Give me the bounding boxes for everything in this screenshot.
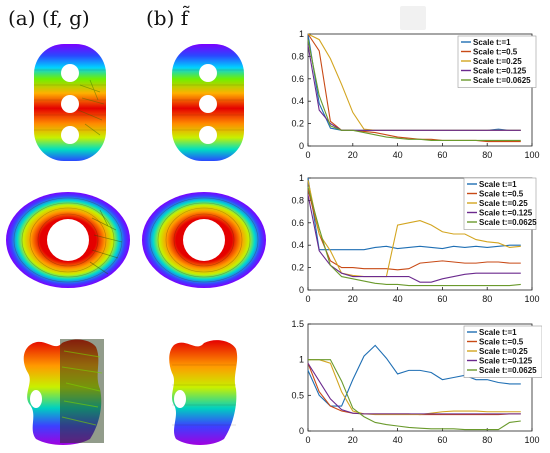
y-tick-label: 0 — [299, 426, 304, 436]
y-tick-label: 0.5 — [291, 390, 304, 400]
legend-entry: Scale t:=0.125 — [479, 357, 533, 366]
legend-entry: Scale t:=0.5 — [473, 48, 518, 57]
legend-entry: Scale t:=0.0625 — [473, 76, 531, 85]
legend-entry: Scale t:=0.25 — [479, 199, 528, 208]
panel-b-label: (b) f̃ — [146, 6, 189, 30]
y-tick-label: 0.2 — [291, 119, 304, 129]
series-line — [307, 39, 521, 141]
y-tick-label: 0.6 — [291, 218, 304, 228]
x-tick-label: 60 — [437, 150, 447, 160]
y-tick-label: 0.4 — [291, 96, 304, 106]
legend-entry: Scale t:=0.5 — [479, 338, 524, 347]
x-tick-label: 0 — [305, 150, 310, 160]
legend-entry: Scale t:=1 — [479, 180, 517, 189]
figure-shape-a — [23, 339, 104, 445]
capsule-shape-b — [172, 44, 244, 161]
x-tick-label: 80 — [482, 294, 492, 304]
series-line — [307, 344, 521, 407]
x-tick-label: 80 — [482, 435, 492, 445]
series-line — [308, 359, 521, 431]
annulus-shape-a — [6, 192, 130, 288]
x-tick-label: 20 — [348, 294, 358, 304]
panel-a-label: (a) (f, g) — [8, 6, 90, 30]
y-tick-label: 0.8 — [291, 195, 304, 205]
y-tick-label: 0.4 — [291, 240, 304, 250]
x-tick-label: 100 — [524, 435, 539, 445]
legend-entry: Scale t:=0.0625 — [479, 366, 537, 375]
capsule-shape-a — [34, 44, 106, 161]
y-tick-label: 0.8 — [291, 51, 304, 61]
legend-box — [457, 35, 537, 88]
y-tick-label: 1 — [299, 29, 304, 39]
legend-entry: Scale t:=0.25 — [479, 347, 528, 356]
x-tick-label: 100 — [524, 150, 539, 160]
legend-box — [463, 177, 537, 230]
legend-box — [463, 325, 542, 378]
legend-entry: Scale t:=0.5 — [479, 190, 524, 199]
series-line — [307, 177, 521, 251]
series-line — [308, 359, 521, 416]
x-tick-label: 20 — [348, 150, 358, 160]
legend-entry: Scale t:=1 — [473, 38, 511, 47]
x-tick-label: 0 — [305, 435, 310, 445]
y-tick-label: 1 — [299, 173, 304, 183]
series-line — [307, 194, 521, 283]
legend-entry: Scale t:=1 — [479, 328, 517, 337]
legend-entry: Scale t:=0.125 — [473, 67, 527, 76]
y-tick-label: 0.6 — [291, 74, 304, 84]
x-tick-label: 100 — [524, 294, 539, 304]
x-tick-label: 40 — [393, 150, 403, 160]
x-tick-label: 0 — [305, 294, 310, 304]
panel-c-label-placeholder — [400, 6, 426, 30]
series-line — [307, 189, 521, 271]
y-tick-label: 0.2 — [291, 263, 304, 273]
x-tick-label: 20 — [348, 435, 358, 445]
x-tick-label: 40 — [393, 294, 403, 304]
y-tick-label: 1.5 — [291, 319, 304, 329]
x-tick-label: 60 — [437, 435, 447, 445]
legend-entry: Scale t:=0.0625 — [479, 218, 537, 227]
annulus-shape-b — [142, 192, 266, 288]
series-line — [307, 186, 521, 287]
x-tick-label: 60 — [437, 294, 447, 304]
y-tick-label: 0 — [299, 285, 304, 295]
x-tick-label: 40 — [393, 435, 403, 445]
y-tick-label: 0 — [299, 141, 304, 151]
legend-entry: Scale t:=0.25 — [473, 57, 522, 66]
legend-entry: Scale t:=0.125 — [479, 209, 533, 218]
y-tick-label: 1 — [299, 355, 304, 365]
x-tick-label: 80 — [482, 150, 492, 160]
series-line — [307, 362, 521, 415]
figure-shape-b — [169, 340, 238, 445]
